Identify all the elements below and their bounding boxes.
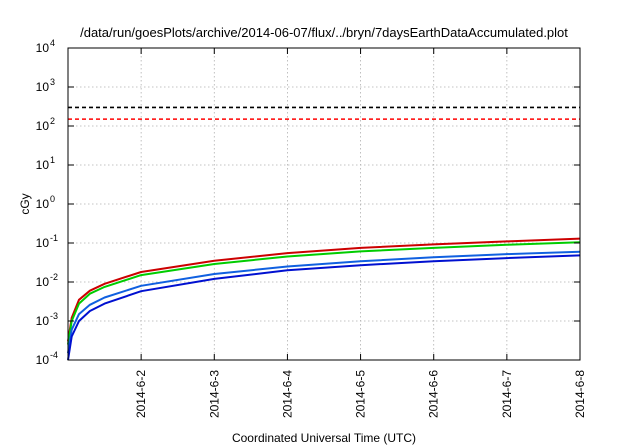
chart-title: /data/run/goesPlots/archive/2014-06-07/f… xyxy=(80,25,568,40)
series-line xyxy=(67,250,581,354)
y-tick-label: 10 xyxy=(36,197,50,211)
x-axis-label: Coordinated Universal Time (UTC) xyxy=(232,431,416,445)
y-tick-exponent: -3 xyxy=(50,311,58,321)
y-tick-label: 10 xyxy=(36,80,50,94)
series-lines xyxy=(67,237,581,361)
y-tick-label: 10 xyxy=(36,275,50,289)
x-tick-label: 2014-6-6 xyxy=(427,370,441,418)
y-tick-label: 10 xyxy=(36,158,50,172)
x-tick-label: 2014-6-2 xyxy=(134,370,148,418)
y-tick-exponent: -4 xyxy=(50,350,58,360)
y-tick-exponent: 2 xyxy=(50,116,55,126)
y-tick-exponent: -2 xyxy=(50,272,58,282)
y-tick-label: 10 xyxy=(36,41,50,55)
x-tick-labels: 2014-6-2 2014-6-3 2014-6-4 2014-6-5 2014-6-6… xyxy=(134,48,587,418)
x-tick-label: 2014-6-5 xyxy=(354,370,368,418)
x-tick-label: 2014-6-8 xyxy=(573,370,587,418)
series-line xyxy=(67,254,581,361)
y-tick-label: 10 xyxy=(36,119,50,133)
y-axis-label: cGy xyxy=(18,193,32,214)
x-tick-label: 2014-6-7 xyxy=(500,370,514,418)
y-tick-exponent: 0 xyxy=(50,194,55,204)
y-tick-exponent: 1 xyxy=(50,155,55,165)
threshold-lines xyxy=(68,106,580,120)
grid xyxy=(68,48,580,360)
series-line xyxy=(67,237,581,342)
x-tick-label: 2014-6-4 xyxy=(280,370,294,418)
series-line xyxy=(67,241,581,345)
y-tick-label: 10 xyxy=(36,353,50,367)
x-tick-label: 2014-6-3 xyxy=(207,370,221,418)
y-tick-label: 10 xyxy=(36,236,50,250)
y-tick-label: 10 xyxy=(36,314,50,328)
y-tick-exponent: 4 xyxy=(50,38,55,48)
y-tick-exponent: 3 xyxy=(50,77,55,87)
y-tick-exponent: -1 xyxy=(50,233,58,243)
